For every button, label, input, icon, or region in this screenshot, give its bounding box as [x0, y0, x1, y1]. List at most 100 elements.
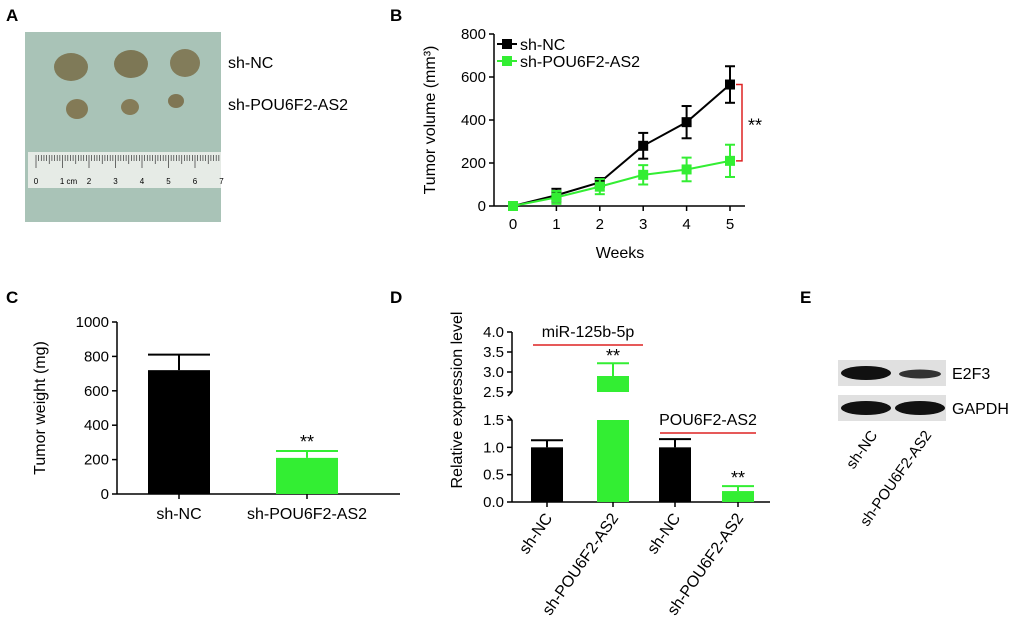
- photo-label-sh-pou6f2-as2: sh-POU6F2-AS2: [228, 97, 348, 114]
- ruler-number: 6: [193, 177, 198, 186]
- y-axis-label: Relative expression level: [449, 312, 466, 489]
- tumor-photo: 0 1 cm 2 3 4 5 6 7: [25, 32, 224, 222]
- series-sh-pou6f2-as2: [508, 143, 735, 211]
- tumor-kd-1: [66, 99, 88, 119]
- y-tick-label: 200: [461, 155, 486, 172]
- x-tick-label: 3: [639, 216, 647, 233]
- data-point: [681, 117, 692, 128]
- bar: [148, 370, 210, 494]
- y-tick-label: 3.0: [483, 364, 504, 381]
- significance-label: **: [300, 432, 314, 452]
- ruler-number: 5: [166, 177, 171, 186]
- x-tick-label: sh-NC: [644, 511, 684, 558]
- bar: [531, 447, 563, 502]
- tumor-kd-2: [121, 99, 139, 115]
- series-line: [512, 159, 731, 207]
- panel-letter-a: A: [6, 6, 18, 25]
- lane-label-sh-nc: sh-NC: [843, 427, 881, 472]
- x-tick-label: 0: [509, 216, 517, 233]
- data-point: [508, 201, 518, 211]
- group-label-pou6f2-as2: POU6F2-AS2: [659, 412, 757, 429]
- y-tick-label: 0: [478, 198, 486, 215]
- x-tick-label: 2: [596, 216, 604, 233]
- y-tick-label: 3.5: [483, 344, 504, 361]
- data-point: [725, 79, 735, 90]
- y-axis-label: Tumor weight (mg): [32, 341, 49, 475]
- bar: [659, 447, 691, 502]
- y-tick-label: 800: [461, 26, 486, 43]
- y-tick-label: 1.0: [483, 439, 504, 456]
- y-tick-label: 2.5: [483, 384, 504, 401]
- legend-marker: [502, 39, 512, 49]
- x-tick-label: sh-NC: [156, 506, 201, 523]
- data-point: [638, 169, 649, 180]
- panel-letter-e: E: [800, 288, 811, 307]
- ruler-ticks: [35, 155, 220, 168]
- data-point: [638, 140, 649, 151]
- x-tick-label: sh-POU6F2-AS2: [247, 506, 367, 523]
- y-tick-label: 0.0: [483, 494, 504, 511]
- tumor-nc-3: [170, 49, 200, 77]
- y-tick-label: 800: [84, 348, 109, 365]
- series-line: [512, 83, 731, 207]
- ruler-number: 1 cm: [60, 177, 78, 186]
- tumor-kd-3: [168, 94, 184, 108]
- bar: [276, 457, 338, 494]
- x-tick-label: sh-NC: [516, 511, 556, 558]
- y-tick-label: 600: [461, 69, 486, 86]
- panel-letter-d: D: [390, 288, 402, 307]
- ruler-numbers: 0 1 cm 2 3 4 5 6 7: [34, 177, 225, 186]
- photo-label-sh-nc: sh-NC: [228, 55, 273, 72]
- x-tick-label: 4: [682, 216, 690, 233]
- y-tick-label: 400: [461, 112, 486, 129]
- relative-expression-bar-chart: 0.0 0.5 1.0 1.5 2.5 3.0 3.5 4.0 Relative express…: [449, 312, 770, 619]
- y-axis-label: Tumor volume (mm³): [422, 46, 439, 195]
- tumor-volume-line-chart: 0 200 400 600 800 0 1 2 3 4 5 Weeks Tumor volume (mm…: [422, 26, 762, 262]
- y-tick-label: 0.5: [483, 467, 504, 484]
- ruler-number: 0: [34, 177, 39, 186]
- data-point: [725, 155, 735, 166]
- band-e2f3-sh-nc: [841, 366, 891, 380]
- data-point: [551, 192, 562, 203]
- ruler-number: 2: [87, 177, 92, 186]
- x-tick-label: 1: [552, 216, 560, 233]
- significance-label: **: [731, 468, 745, 488]
- ruler-number: 4: [140, 177, 145, 186]
- x-axis-label: Weeks: [596, 245, 645, 262]
- significance-label: **: [606, 346, 620, 366]
- legend-label: sh-NC: [520, 37, 565, 54]
- y-tick-label: 600: [84, 383, 109, 400]
- bar-upper: [597, 376, 629, 392]
- western-blot: E2F3 GAPDH sh-NC sh-POU6F2-AS2: [838, 360, 1009, 529]
- y-tick-label: 400: [84, 417, 109, 434]
- data-point: [681, 164, 692, 175]
- panel-letter-b: B: [390, 6, 402, 25]
- significance-label: **: [748, 116, 762, 136]
- tumor-nc-1: [54, 53, 88, 81]
- ruler-number: 7: [219, 177, 224, 186]
- x-tick-label: sh-POU6F2-AS2: [539, 510, 622, 618]
- panel-letter-c: C: [6, 288, 18, 307]
- legend-label: sh-POU6F2-AS2: [520, 54, 640, 71]
- bar: [597, 420, 629, 502]
- y-tick-label: 1.5: [483, 412, 504, 429]
- y-tick-label: 1000: [76, 314, 109, 331]
- ruler-number: 3: [113, 177, 118, 186]
- bar: [722, 491, 754, 502]
- y-tick-label: 200: [84, 452, 109, 469]
- band-label-gapdh: GAPDH: [952, 401, 1009, 418]
- band-label-e2f3: E2F3: [952, 366, 990, 383]
- band-gapdh-sh-nc: [841, 401, 891, 415]
- y-tick-label: 4.0: [483, 324, 504, 341]
- tumor-nc-2: [114, 50, 148, 78]
- y-tick-label: 0: [101, 486, 109, 503]
- band-e2f3-sh-pou6f2-as2: [899, 369, 941, 379]
- significance-bracket: [736, 83, 743, 162]
- data-point: [594, 181, 605, 192]
- series-sh-nc: [508, 65, 735, 211]
- band-gapdh-sh-pou6f2-as2: [895, 401, 945, 415]
- x-tick-label: 5: [726, 216, 734, 233]
- legend-marker: [502, 56, 512, 66]
- group-label-mir-125b-5p: miR-125b-5p: [542, 324, 635, 341]
